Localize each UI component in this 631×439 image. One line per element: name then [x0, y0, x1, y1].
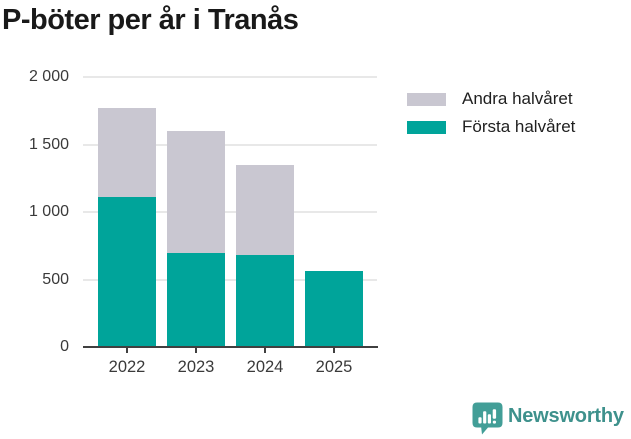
- legend-swatch-andra-halvaret: [407, 92, 446, 106]
- y-axis-label-2000: 2 000: [28, 68, 69, 85]
- legend-label-forsta-halvaret: Första halvåret: [462, 117, 576, 136]
- legend-label-andra-halvaret: Andra halvåret: [462, 89, 573, 108]
- bar-2025-första-halvåret: [305, 270, 363, 347]
- x-axis-tick-2025: [333, 347, 335, 353]
- chart-legend: Andra halvåret Första halvåret: [407, 89, 576, 146]
- bar-2024-andra-halvåret: [236, 165, 294, 256]
- x-axis-label-2023: 2023: [177, 358, 215, 376]
- legend-swatch-forsta-halvaret: [407, 120, 446, 134]
- mini-bar-chart-glyph: [478, 409, 497, 424]
- gridline-1500: [83, 143, 377, 146]
- bar-2022-första-halvåret: [98, 197, 156, 347]
- newsworthy-wordmark: Newsworthy: [508, 405, 624, 427]
- chart-title: P-böter per år i Tranås: [2, 4, 299, 36]
- bar-2023-andra-halvåret: [167, 131, 225, 253]
- gridline-2000: [83, 76, 377, 78]
- x-axis-tick-2022: [126, 347, 128, 353]
- x-axis-label-2022: 2022: [108, 358, 146, 376]
- x-axis-tick-2023: [195, 347, 197, 353]
- x-axis-label-2024: 2024: [246, 358, 284, 376]
- legend-item-forsta-halvaret: Första halvåret: [407, 117, 576, 136]
- newsworthy-logo[interactable]: Newsworthy: [472, 402, 624, 435]
- bar-2024-första-halvåret: [236, 255, 294, 347]
- x-axis-line: [83, 346, 378, 348]
- bar-2022-andra-halvåret: [98, 108, 156, 198]
- gridline-500: [83, 278, 377, 281]
- x-axis-tick-2024: [264, 347, 266, 353]
- newsworthy-bubble-chart-icon: [472, 402, 503, 435]
- y-axis-label-1500: 1 500: [28, 135, 69, 153]
- y-axis-label-0: 0: [60, 338, 69, 355]
- legend-item-andra-halvaret: Andra halvåret: [407, 89, 575, 108]
- x-axis-label-2025: 2025: [315, 358, 353, 376]
- gridline-1000: [83, 211, 377, 213]
- bar-2023-första-halvåret: [167, 252, 225, 347]
- y-axis-label-1000: 1 000: [28, 203, 69, 220]
- y-axis-label-500: 500: [42, 270, 69, 288]
